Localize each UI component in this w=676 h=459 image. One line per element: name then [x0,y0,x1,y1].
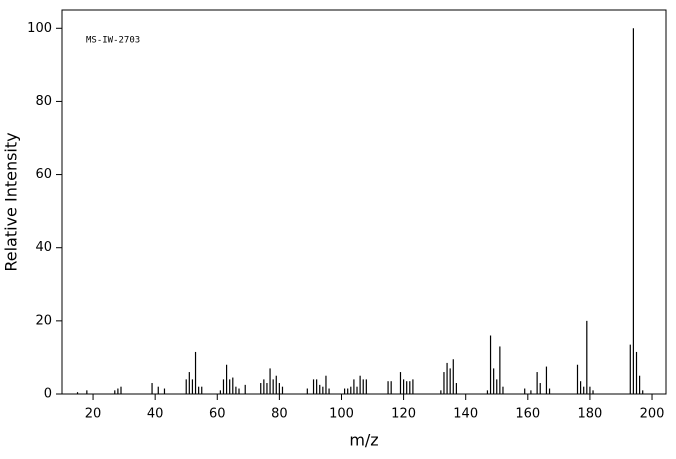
x-tick-label: 20 [85,407,102,422]
y-tick-label: 40 [35,240,52,255]
y-axis-title: Relative Intensity [2,132,21,271]
y-tick-label: 0 [44,387,52,402]
x-tick-label: 120 [391,407,416,422]
x-tick-label: 160 [515,407,540,422]
x-tick-label: 140 [453,407,478,422]
annotation: MS-IW-2703 [86,36,140,46]
y-tick-label: 60 [35,167,52,182]
x-tick-label: 60 [209,407,226,422]
x-tick-label: 180 [578,407,603,422]
plot-frame [61,9,667,395]
x-axis-title: m/z [349,431,378,450]
y-tick-label: 20 [35,313,52,328]
y-tick-label: 100 [27,21,52,36]
x-tick-label: 80 [271,407,288,422]
x-tick-label: 200 [640,407,665,422]
x-tick-label: 100 [329,407,354,422]
x-tick-label: 40 [147,407,164,422]
y-tick-label: 80 [35,94,52,109]
